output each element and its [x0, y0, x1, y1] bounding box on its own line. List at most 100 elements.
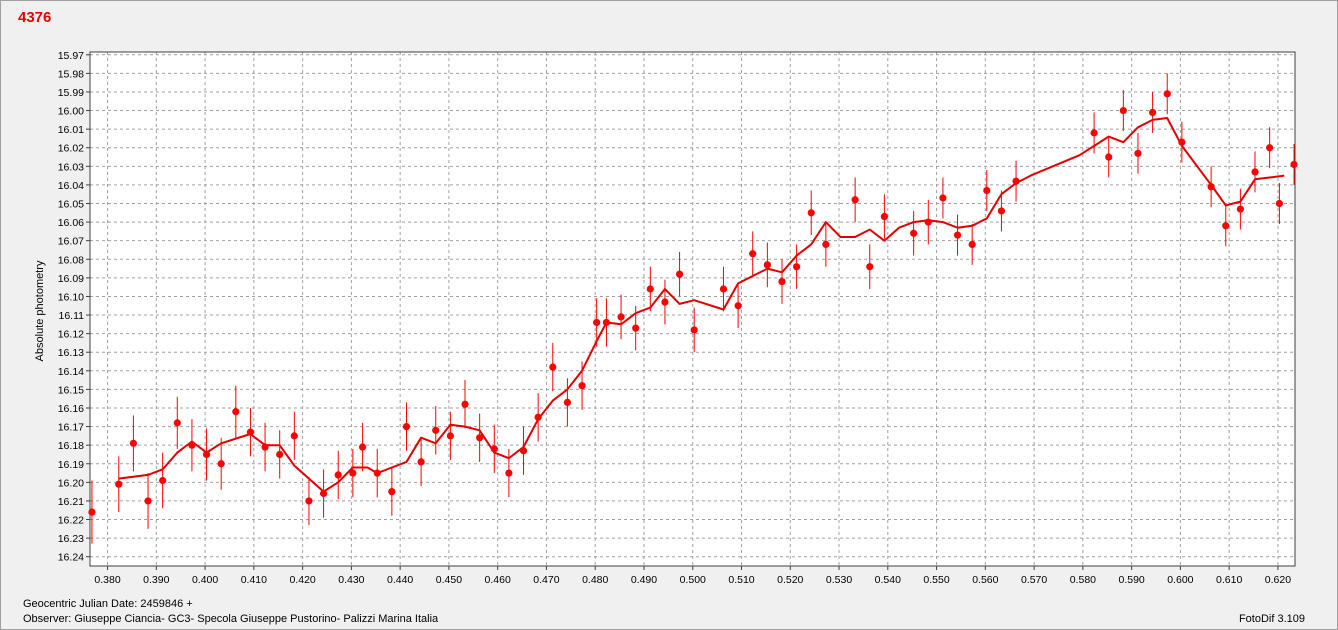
data-point — [953, 214, 962, 256]
data-point — [1105, 136, 1113, 178]
data-marker — [519, 447, 528, 455]
data-point — [749, 231, 757, 277]
x-tick-label: 0.590 — [1118, 574, 1144, 586]
x-tick-label: 0.470 — [533, 574, 559, 586]
data-point — [388, 467, 396, 516]
data-marker — [822, 240, 830, 249]
x-tick-label: 0.550 — [923, 574, 949, 586]
data-point — [534, 393, 542, 442]
data-marker — [115, 480, 123, 488]
y-tick-label: 16.08 — [58, 254, 84, 266]
data-marker — [632, 324, 640, 332]
data-marker — [749, 250, 757, 258]
data-marker — [1163, 90, 1171, 98]
data-marker — [349, 469, 357, 477]
data-marker — [778, 277, 786, 286]
x-tick-label: 0.540 — [875, 574, 901, 586]
data-marker — [866, 263, 874, 271]
data-point — [617, 294, 625, 340]
y-tick-label: 16.19 — [58, 459, 84, 471]
y-tick-label: 15.98 — [58, 68, 84, 80]
data-point — [188, 419, 196, 472]
data-point — [578, 361, 586, 410]
y-tick-label: 16.01 — [58, 124, 84, 136]
data-point — [129, 415, 138, 472]
data-point — [1163, 73, 1171, 115]
data-marker — [417, 458, 425, 466]
data-point — [319, 469, 328, 518]
data-point — [661, 279, 669, 325]
data-marker — [719, 285, 728, 293]
data-marker — [880, 212, 888, 221]
x-tick-label: 0.430 — [338, 574, 364, 586]
data-marker — [734, 302, 742, 310]
x-tick-label: 0.410 — [241, 574, 267, 586]
data-marker — [924, 218, 932, 226]
data-point — [519, 426, 528, 475]
data-point — [1275, 183, 1283, 224]
y-tick-label: 16.02 — [58, 143, 84, 155]
data-marker — [446, 432, 454, 440]
data-point — [334, 450, 342, 500]
x-tick-label: 0.390 — [143, 574, 169, 586]
data-marker — [388, 488, 396, 496]
data-point — [646, 266, 654, 312]
data-point — [232, 385, 240, 438]
y-tick-label: 16.18 — [58, 440, 84, 452]
data-point — [290, 411, 298, 461]
data-marker — [359, 443, 367, 451]
data-marker — [1290, 160, 1298, 169]
data-marker — [1236, 205, 1244, 213]
data-marker — [461, 400, 469, 408]
data-point — [1251, 151, 1259, 193]
data-point — [1266, 127, 1274, 169]
y-tick-label: 16.24 — [58, 552, 84, 564]
data-marker — [305, 497, 313, 505]
data-marker — [578, 382, 586, 390]
data-point — [822, 222, 830, 267]
data-marker — [617, 313, 625, 321]
x-tick-label: 0.520 — [777, 574, 803, 586]
data-point — [866, 244, 874, 290]
y-tick-label: 16.23 — [58, 533, 84, 545]
data-marker — [290, 432, 298, 440]
data-point — [246, 407, 255, 457]
data-points — [88, 73, 1298, 544]
data-marker — [1149, 108, 1157, 117]
data-marker — [373, 469, 381, 477]
data-point — [144, 473, 152, 529]
y-tick-label: 16.09 — [58, 273, 84, 285]
data-point — [997, 190, 1006, 232]
data-point — [1012, 160, 1020, 202]
data-point — [505, 448, 513, 498]
data-marker — [276, 450, 284, 459]
data-point — [1149, 91, 1157, 133]
data-marker — [1222, 222, 1230, 230]
data-marker — [188, 441, 196, 449]
data-point — [432, 406, 440, 455]
data-point — [880, 194, 888, 239]
data-point — [910, 210, 918, 256]
footer-date-label: Geocentric Julian Date: 2459846 + — [23, 598, 193, 610]
data-point — [261, 422, 269, 472]
data-marker — [232, 408, 240, 416]
x-tick-label: 0.400 — [192, 574, 218, 586]
data-point — [159, 452, 167, 509]
data-marker — [1275, 199, 1283, 208]
data-point — [276, 430, 284, 479]
data-point — [939, 177, 947, 219]
x-tick-label: 0.600 — [1167, 574, 1193, 586]
data-point — [1222, 205, 1230, 247]
data-point — [1119, 90, 1127, 132]
data-point — [632, 305, 640, 351]
y-tick-label: 15.97 — [58, 50, 84, 62]
y-tick-label: 16.05 — [58, 199, 84, 211]
data-point — [305, 476, 313, 526]
data-marker — [602, 318, 611, 327]
data-marker — [1251, 168, 1259, 176]
data-point — [1290, 144, 1298, 185]
data-marker — [1134, 149, 1142, 157]
x-tick-label: 0.490 — [631, 574, 657, 586]
x-tick-label: 0.610 — [1216, 574, 1242, 586]
data-point — [202, 428, 211, 481]
